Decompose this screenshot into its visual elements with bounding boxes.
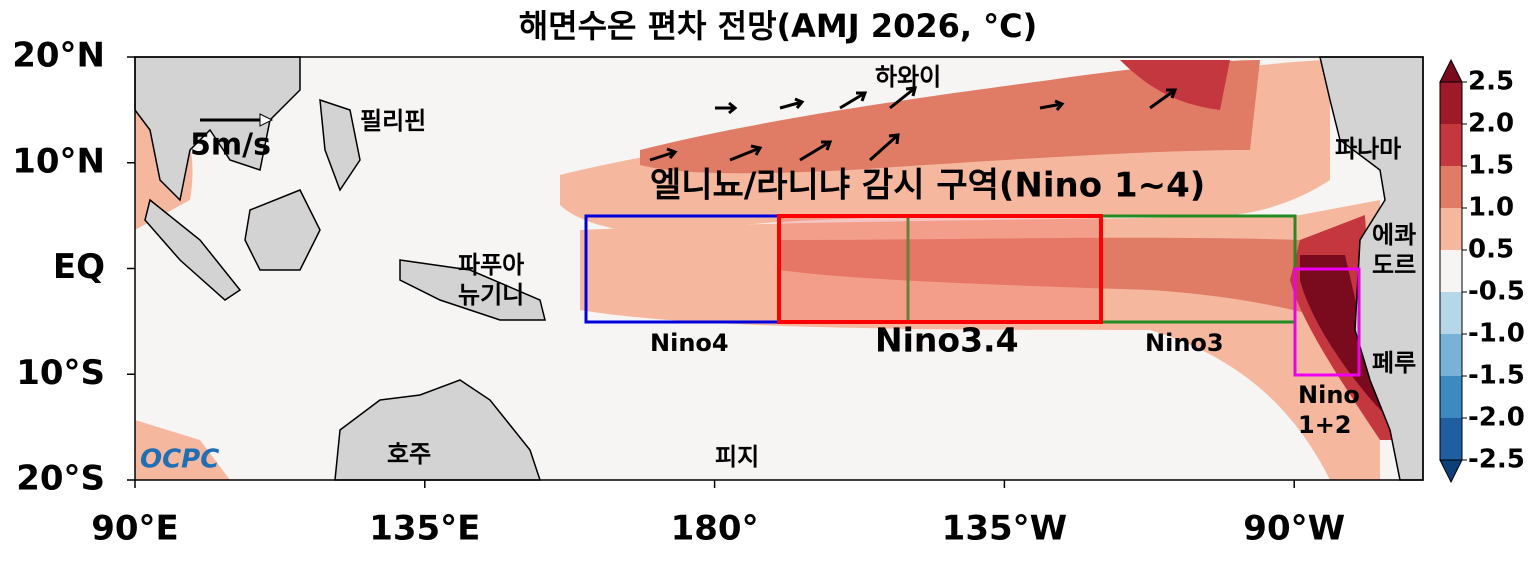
colorbar-label: 0.5 (1468, 235, 1514, 265)
colorbar-segment (1440, 82, 1462, 124)
colorbar-label: 1.0 (1468, 193, 1514, 223)
colorbar-label: -1.0 (1468, 319, 1525, 349)
colorbar-segment (1440, 418, 1462, 460)
land (134, 56, 301, 202)
region-title: 엘니뇨/라니냐 감시 구역(Nino 1~4) (650, 166, 1205, 206)
colorbar-label: 1.5 (1468, 151, 1514, 181)
x-tick-label: 135°W (942, 509, 1067, 549)
y-tick-label: 10°S (16, 353, 105, 393)
y-tick-label: 10°N (12, 141, 105, 181)
colorbar-segment (1440, 124, 1462, 166)
colorbar-extend (1439, 459, 1463, 484)
anomaly-area (640, 60, 1260, 174)
x-tick-label: 135°E (369, 509, 480, 549)
land (399, 259, 546, 321)
region-label: Nino3 (1145, 329, 1224, 357)
place-label: 하와이 (875, 63, 941, 91)
y-tick-label: 20°S (16, 459, 105, 499)
colorbar-label: 2.0 (1468, 109, 1514, 139)
logo: OCPC (140, 445, 219, 475)
place-label: 파푸아 뉴기니 (458, 251, 524, 309)
colorbar-label: -2.0 (1468, 403, 1525, 433)
place-label: 필리핀 (360, 107, 426, 135)
colorbar-segment (1440, 334, 1462, 376)
anomaly-area (1300, 255, 1390, 420)
land (319, 98, 361, 192)
place-label: 피지 (715, 443, 759, 471)
nino34-box (777, 214, 1103, 324)
colorbar-segment (1440, 166, 1462, 208)
vector-key: 5m/s (190, 128, 271, 163)
map: 5m/s 필리핀 하와이 파나마 에콰 도르 파푸아 뉴기니 페루 호주 피지 엘니… (134, 56, 1424, 481)
anomaly-area (1120, 60, 1230, 110)
colorbar-segment (1440, 208, 1462, 250)
region-label: Nino4 (650, 329, 729, 357)
x-tick-label: 180° (671, 509, 759, 549)
nino12-box (1293, 267, 1361, 377)
colorbar-extend (1439, 58, 1463, 83)
title: 해면수온 편차 전망(AMJ 2026, °C) (519, 7, 1038, 45)
place-label: 에콰 도르 (1372, 221, 1416, 279)
wind-vectors (200, 86, 1178, 162)
place-label: 파나마 (1335, 135, 1401, 163)
colorbar-label: -1.5 (1468, 361, 1525, 391)
colorbar-segment (1440, 292, 1462, 334)
y-tick-label: 20°N (12, 36, 105, 76)
place-label: 호주 (387, 440, 431, 468)
region-label: Nino 1+2 (1298, 381, 1360, 439)
region-label: Nino3.4 (875, 321, 1019, 360)
colorbar-label: -0.5 (1468, 277, 1525, 307)
x-tick-label: 90°E (91, 509, 179, 549)
land (144, 198, 242, 301)
colorbar-segment (1440, 250, 1462, 292)
colorbar-frame (1439, 81, 1463, 461)
y-tick-label: EQ (53, 247, 105, 287)
colorbar-segment (1440, 376, 1462, 418)
colorbar-label: -2.5 (1468, 445, 1525, 475)
colorbar-label: 2.5 (1468, 67, 1514, 97)
land (244, 189, 321, 271)
x-tick-label: 90°W (1243, 509, 1345, 549)
anomaly-area (780, 230, 1360, 323)
anomaly-area (135, 420, 230, 480)
place-label: 페루 (1372, 349, 1416, 377)
